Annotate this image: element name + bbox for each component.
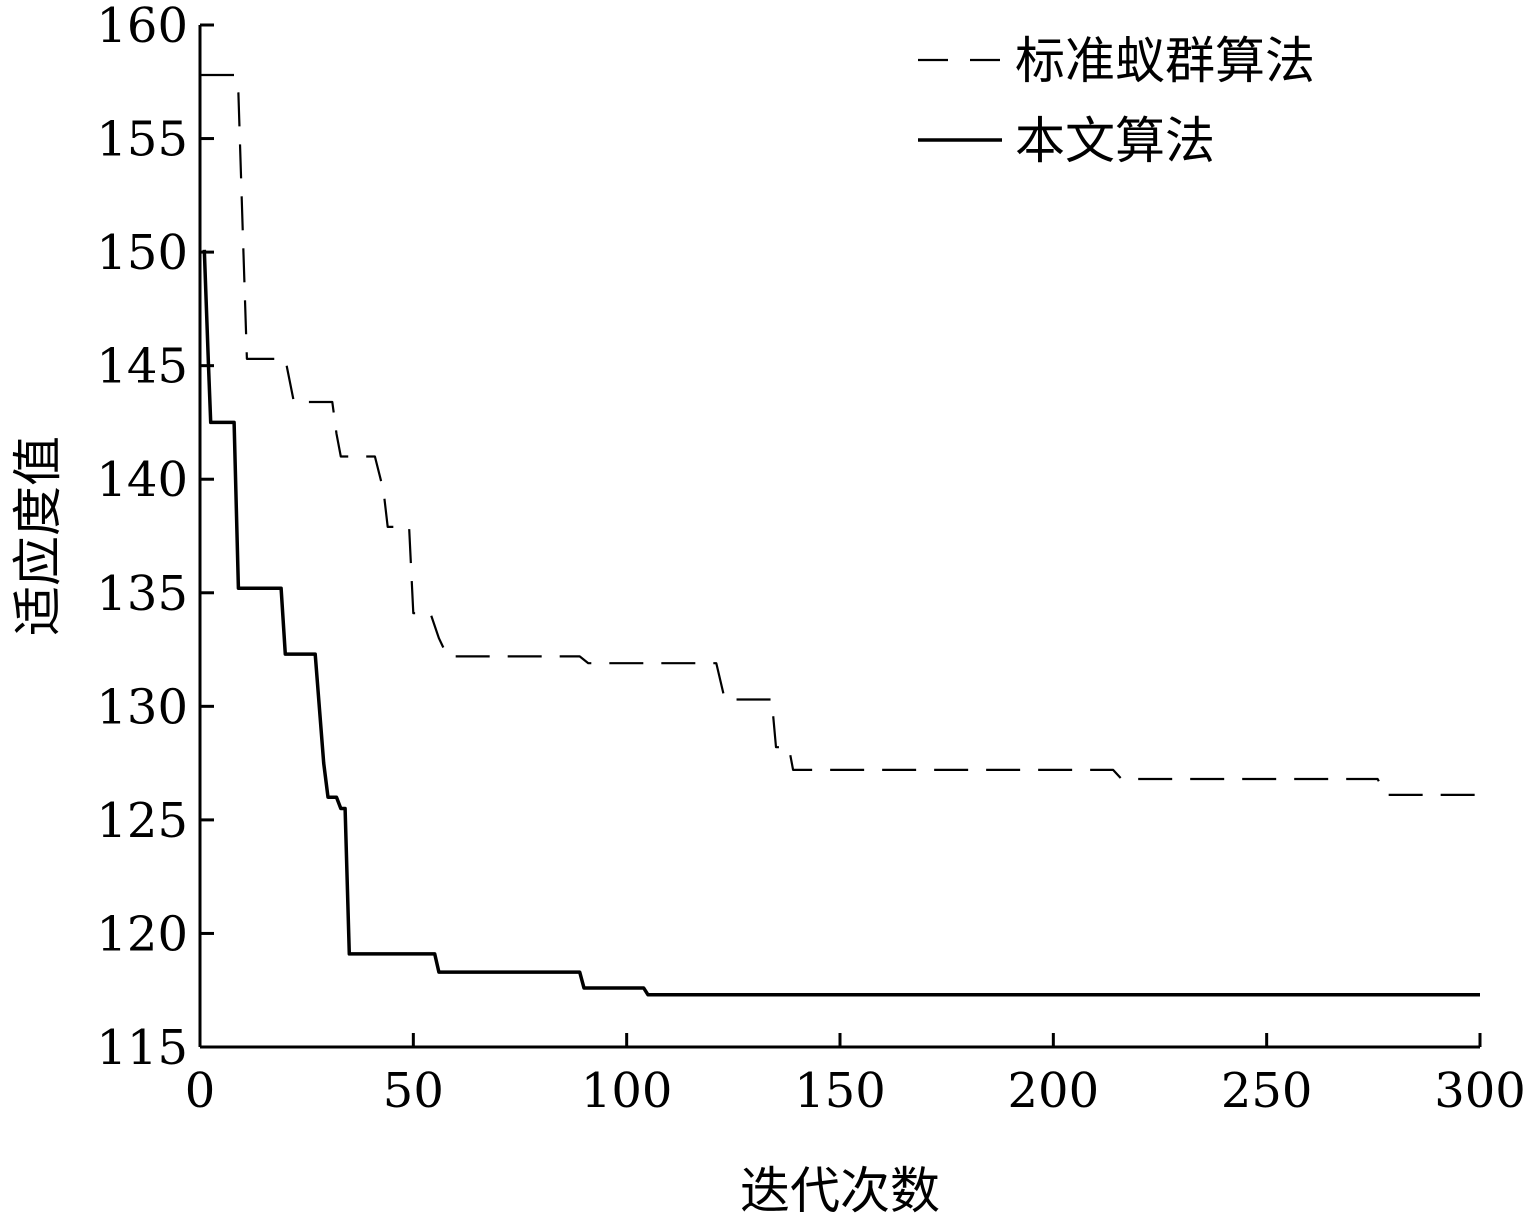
y-tick-label: 155 xyxy=(96,112,188,168)
y-tick-label: 150 xyxy=(96,225,188,281)
y-tick-label: 120 xyxy=(96,906,188,962)
x-tick-label: 100 xyxy=(581,1063,673,1119)
legend-label-2: 本文算法 xyxy=(1015,112,1215,170)
y-tick-label: 160 xyxy=(96,0,188,54)
y-tick-label: 140 xyxy=(96,452,188,508)
y-tick-label: 125 xyxy=(96,793,188,849)
x-tick-label: 300 xyxy=(1434,1063,1526,1119)
y-axis-title: 适应度值 xyxy=(9,436,67,636)
series-group xyxy=(200,73,1480,997)
y-tick-label: 130 xyxy=(96,679,188,735)
x-tick-label: 0 xyxy=(185,1063,216,1119)
x-axis-title: 迭代次数 xyxy=(740,1162,940,1220)
series-line-1 xyxy=(200,73,1480,797)
x-tick-label: 250 xyxy=(1221,1063,1313,1119)
x-tick-label: 200 xyxy=(1008,1063,1100,1119)
y-tick-label: 115 xyxy=(96,1020,188,1076)
x-tick-label: 150 xyxy=(794,1063,886,1119)
series-line-2 xyxy=(202,249,1480,997)
y-tick-label: 145 xyxy=(96,339,188,395)
y-tick-label: 135 xyxy=(96,566,188,622)
legend-label-1: 标准蚁群算法 xyxy=(1015,32,1315,90)
axes-group: 115 120 125 130 135 140 145 150 155 160 0 50 100 150 2… xyxy=(96,0,1525,1119)
x-tick-label: 50 xyxy=(383,1063,444,1119)
